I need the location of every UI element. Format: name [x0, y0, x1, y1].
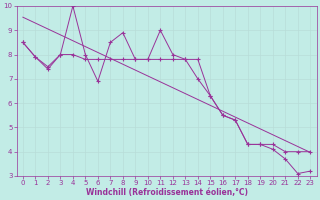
- X-axis label: Windchill (Refroidissement éolien,°C): Windchill (Refroidissement éolien,°C): [85, 188, 248, 197]
